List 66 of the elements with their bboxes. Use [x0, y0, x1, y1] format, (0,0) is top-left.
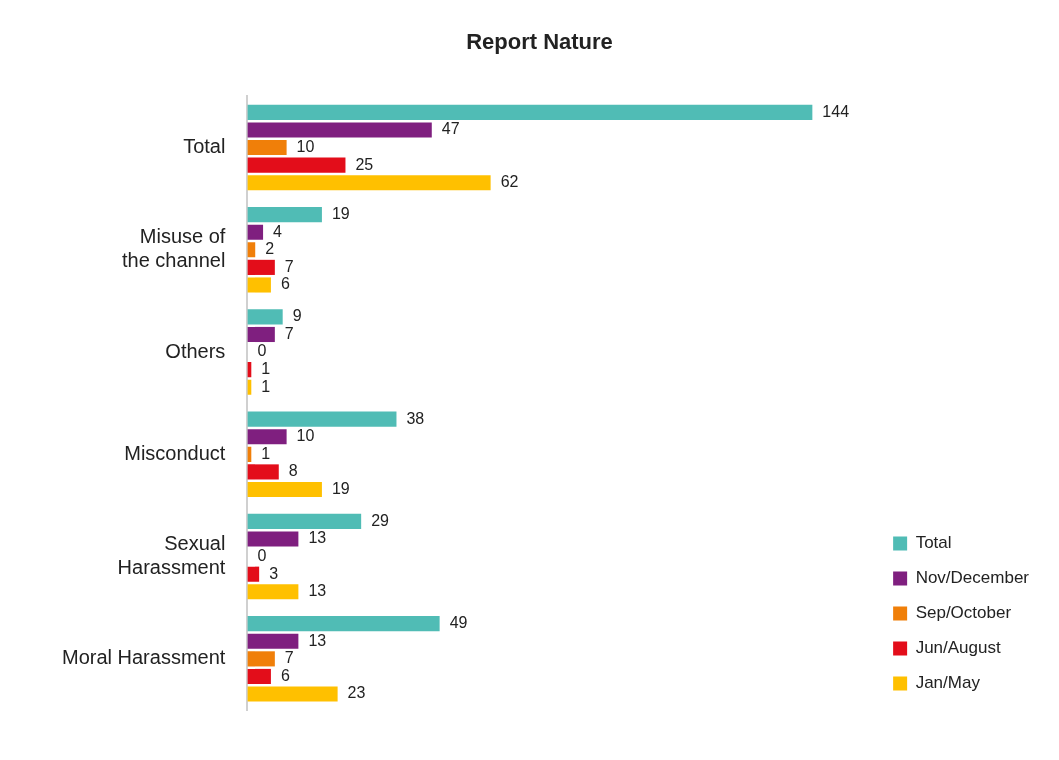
bar	[247, 207, 322, 223]
data-label: 9	[292, 307, 302, 325]
bar	[247, 175, 491, 191]
data-label: 7	[284, 649, 294, 667]
data-label: 1	[261, 444, 271, 462]
data-label: 0	[257, 547, 267, 565]
bar	[247, 157, 346, 173]
legend-label: Nov/December	[915, 568, 1030, 588]
chart-title: Report Nature	[466, 29, 613, 55]
bar	[247, 104, 813, 120]
data-label: 19	[331, 479, 350, 497]
y-tick-label: Sexual Harassment	[117, 532, 226, 579]
bar	[247, 259, 275, 275]
bar	[247, 464, 279, 480]
data-label: 13	[308, 631, 327, 649]
data-label: 25	[355, 155, 374, 173]
data-label: 1	[261, 360, 271, 378]
bar	[247, 411, 397, 427]
data-label: 29	[371, 511, 390, 529]
bar	[247, 277, 271, 293]
bar	[247, 224, 264, 240]
data-label: 4	[273, 222, 283, 240]
data-label: 13	[308, 529, 327, 547]
data-label: 10	[296, 137, 315, 155]
bar	[247, 429, 287, 445]
bar	[247, 651, 275, 667]
bar	[247, 139, 287, 156]
data-label: 19	[331, 205, 350, 223]
bar	[247, 616, 440, 632]
bar	[247, 326, 275, 343]
data-label: 3	[269, 564, 279, 582]
data-label: 6	[280, 275, 290, 293]
data-label: 8	[288, 462, 298, 480]
legend-label: Jan/May	[915, 673, 981, 693]
y-tick-label: Total	[183, 135, 226, 158]
y-tick-label: Misuse of the channel	[121, 225, 226, 272]
bar	[247, 481, 322, 498]
data-label: 47	[441, 120, 460, 138]
bar	[247, 633, 299, 649]
data-label: 6	[280, 666, 290, 684]
legend-label: Sep/October	[915, 603, 1012, 623]
data-label: 1	[261, 377, 271, 395]
data-label: 49	[449, 614, 468, 632]
data-label: 7	[284, 324, 294, 342]
bar	[247, 122, 432, 138]
data-label: 23	[347, 684, 366, 702]
data-label: 13	[308, 582, 327, 600]
bar	[247, 668, 271, 685]
bar	[247, 531, 299, 547]
y-tick-label: Moral Harassment	[61, 646, 226, 669]
data-label: 62	[500, 173, 519, 191]
data-label: 0	[257, 342, 267, 360]
bar	[247, 309, 283, 325]
bar	[247, 686, 338, 702]
y-tick-label: Others	[165, 339, 226, 362]
bar	[247, 566, 260, 582]
bar	[247, 584, 299, 600]
y-tick-label: Misconduct	[124, 441, 226, 464]
data-label: 2	[265, 240, 275, 258]
data-label: 144	[822, 102, 850, 120]
legend-label: Jun/August	[915, 638, 1001, 658]
legend-label: Total	[915, 533, 952, 553]
data-label: 38	[406, 409, 425, 427]
data-label: 10	[296, 427, 315, 445]
data-label: 7	[284, 257, 294, 275]
bar	[247, 513, 362, 529]
